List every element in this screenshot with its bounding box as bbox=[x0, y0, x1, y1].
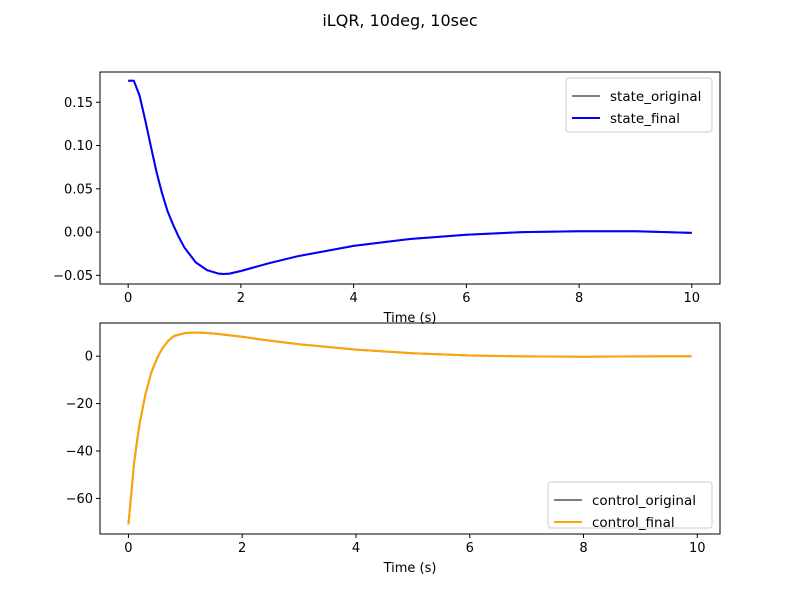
legend-box bbox=[547, 481, 713, 529]
x-tick-label: 10 bbox=[689, 541, 706, 556]
y-tick-label: −0.05 bbox=[53, 269, 93, 284]
legend-label-control-original: control_original bbox=[592, 493, 696, 509]
x-tick-label: 10 bbox=[684, 291, 701, 306]
series-group bbox=[127, 331, 692, 525]
y-tick-label: 0.05 bbox=[64, 182, 93, 197]
x-tick-label: 0 bbox=[124, 291, 132, 306]
x-tick-label: 8 bbox=[575, 291, 583, 306]
series-line-control-final bbox=[127, 331, 692, 525]
top-axes-state: 0 2 4 6 8 10 −0.05 0.00 0.05 0.10 0.15 Time (s) stat… bbox=[53, 71, 721, 326]
plot-frame bbox=[99, 71, 721, 285]
x-tick-label: 2 bbox=[237, 291, 245, 306]
legend: state_original state_final bbox=[565, 77, 713, 133]
legend-label-state-original: state_original bbox=[610, 89, 701, 105]
x-tick-label: 0 bbox=[124, 541, 132, 556]
y-tick-label: −60 bbox=[66, 492, 93, 507]
y-tick-label: 0.10 bbox=[64, 139, 93, 154]
x-tick-label: 8 bbox=[579, 541, 587, 556]
y-tick-label: 0.15 bbox=[64, 96, 93, 111]
x-tick-label: 6 bbox=[466, 541, 474, 556]
y-tick-label: 0 bbox=[85, 350, 93, 365]
x-tick-label: 6 bbox=[462, 291, 470, 306]
legend-label-control-final: control_final bbox=[592, 515, 675, 531]
y-tick-label: −40 bbox=[66, 445, 93, 460]
plot-frame bbox=[99, 322, 721, 535]
y-tick-label: −20 bbox=[66, 397, 93, 412]
series-line-state-final bbox=[128, 79, 692, 275]
bottom-axes-control: 0 2 4 6 8 10 −60 −40 −20 0 Time (s) control_origina… bbox=[66, 322, 721, 576]
figure-title: iLQR, 10deg, 10sec bbox=[322, 11, 477, 30]
x-axis-label: Time (s) bbox=[383, 561, 437, 576]
y-tick-label: 0.00 bbox=[64, 226, 93, 241]
series-group bbox=[128, 79, 692, 275]
x-tick-label: 2 bbox=[238, 541, 246, 556]
legend-box bbox=[565, 77, 713, 133]
x-axis-label: Time (s) bbox=[383, 311, 437, 326]
legend-label-state-final: state_final bbox=[610, 111, 680, 127]
x-tick-label: 4 bbox=[352, 541, 360, 556]
x-tick-label: 4 bbox=[349, 291, 357, 306]
legend: control_original control_final bbox=[547, 481, 713, 531]
